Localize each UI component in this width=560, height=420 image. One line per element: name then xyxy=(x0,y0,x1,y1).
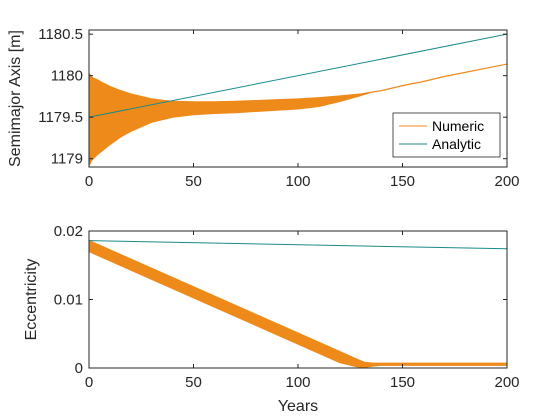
y-tick-label: 0.02 xyxy=(54,223,83,240)
x-tick-label: 150 xyxy=(390,374,415,391)
y-axis-label: Semimajor Axis [m] xyxy=(7,30,24,167)
y-tick-label: 1180 xyxy=(51,68,83,85)
x-axis-label: Years xyxy=(278,398,318,415)
y-tick-label: 1179.5 xyxy=(38,109,83,126)
subplot-2: 0 50 100 150 200 0 0.01 0.02 Eccentricity Years xyxy=(23,223,520,415)
legend-label-analytic: Analytic xyxy=(432,136,481,152)
x-tick-label: 200 xyxy=(494,374,519,391)
subplot-1: 0 50 100 150 200 1179 1179.5 1180 1180.5 Semimajo… xyxy=(7,26,520,190)
x-tick-label: 50 xyxy=(185,374,202,391)
y-tick-label: 1179 xyxy=(51,151,83,168)
x-tick-label: 50 xyxy=(185,173,202,190)
x-tick-label: 100 xyxy=(285,374,310,391)
y-axis-label: Eccentricity xyxy=(23,259,40,341)
series-analytic-line xyxy=(89,240,507,250)
x-tick-label: 150 xyxy=(390,173,415,190)
x-tick-label: 0 xyxy=(85,374,93,391)
plots: 0 50 100 150 200 1179 1179.5 1180 1180.5 Semimajo… xyxy=(7,26,520,415)
x-tick-label: 100 xyxy=(285,173,310,190)
x-tick-label: 0 xyxy=(85,173,93,190)
series-numeric-band xyxy=(89,239,507,368)
legend: Numeric Analytic xyxy=(392,112,501,158)
legend-box xyxy=(392,112,501,158)
plot-area xyxy=(89,239,507,368)
series-numeric-band xyxy=(89,63,507,166)
legend-label-numeric: Numeric xyxy=(432,118,484,134)
y-tick-label: 0.01 xyxy=(54,292,83,309)
plot-area xyxy=(89,33,507,166)
y-tick-label: 0 xyxy=(75,360,83,377)
y-tick-label: 1180.5 xyxy=(38,26,83,43)
x-tick-label: 200 xyxy=(494,173,519,190)
series-analytic-line xyxy=(89,33,507,118)
